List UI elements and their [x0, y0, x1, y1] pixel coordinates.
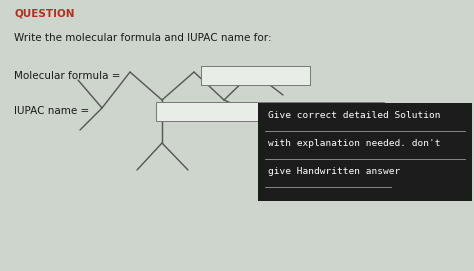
- Text: IUPAC name =: IUPAC name =: [14, 106, 90, 116]
- Text: Give correct detailed Solution: Give correct detailed Solution: [268, 111, 440, 120]
- Text: with explanation needed. don't: with explanation needed. don't: [268, 139, 440, 148]
- FancyBboxPatch shape: [156, 102, 384, 121]
- FancyBboxPatch shape: [258, 103, 472, 201]
- Text: give Handwritten answer: give Handwritten answer: [268, 167, 400, 176]
- Text: QUESTION: QUESTION: [14, 8, 75, 18]
- FancyBboxPatch shape: [201, 66, 310, 85]
- Text: Write the molecular formula and IUPAC name for:: Write the molecular formula and IUPAC na…: [14, 33, 272, 43]
- Text: Molecular formula =: Molecular formula =: [14, 71, 121, 81]
